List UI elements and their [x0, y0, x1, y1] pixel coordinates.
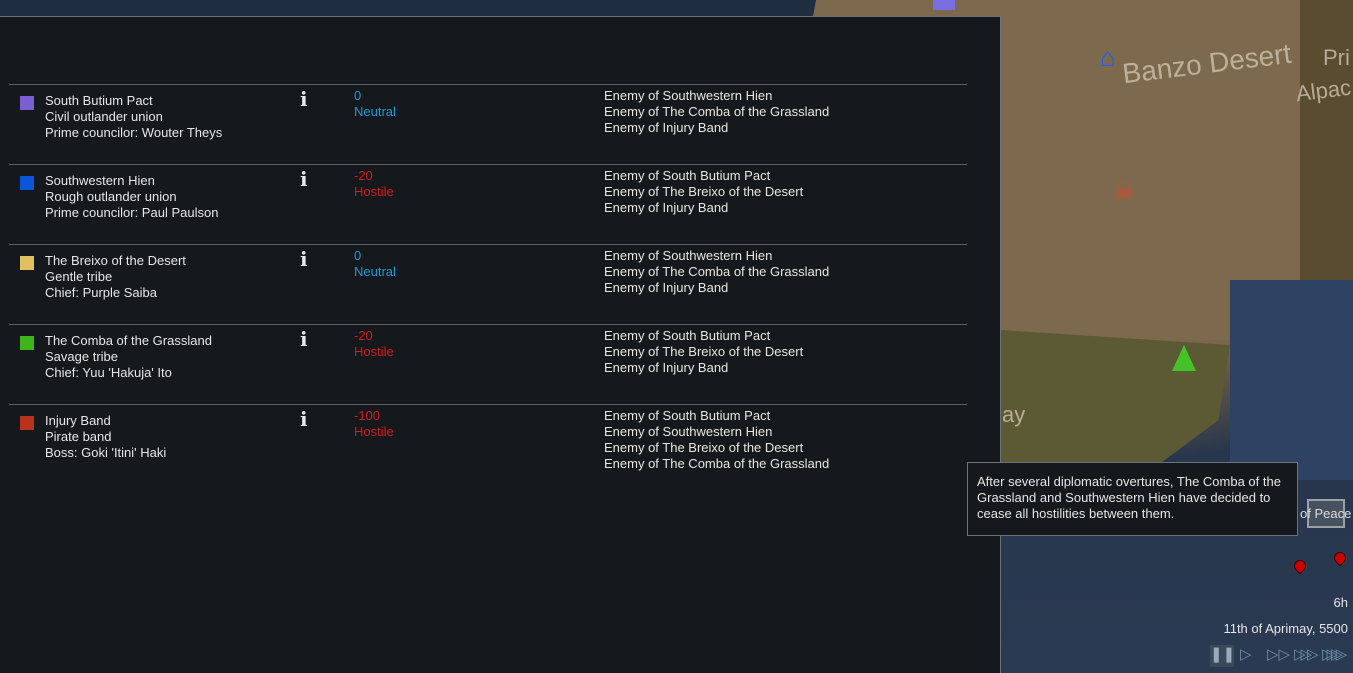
faction-type: Civil outlander union	[45, 109, 163, 124]
pause-button[interactable]: ❚❚	[1210, 645, 1235, 667]
sea-region	[1230, 280, 1353, 480]
relation-status: Neutral	[354, 104, 396, 119]
relation-status: Hostile	[354, 424, 394, 439]
faction-row: South Butium Pact Civil outlander union …	[9, 84, 967, 164]
faction-relation: Enemy of Injury Band	[604, 360, 729, 375]
faction-type: Rough outlander union	[45, 189, 177, 204]
goodwill-value: -20	[354, 168, 373, 183]
faction-relation: Enemy of Southwestern Hien	[604, 248, 773, 263]
faction-color-swatch	[20, 416, 34, 430]
relation-status: Hostile	[354, 184, 394, 199]
peace-treaty-icon[interactable]	[1307, 499, 1345, 528]
faction-relation: Enemy of Injury Band	[604, 120, 729, 135]
faction-row: The Comba of the Grassland Savage tribe …	[9, 324, 967, 404]
info-icon[interactable]: i	[300, 247, 308, 271]
faction-leader: Prime councilor: Paul Paulson	[45, 205, 219, 220]
relation-status: Hostile	[354, 344, 394, 359]
faction-relation: Enemy of The Breixo of the Desert	[604, 344, 804, 359]
tribe-tent-icon[interactable]	[1172, 345, 1196, 371]
relation-status: Neutral	[354, 264, 396, 279]
faction-type: Savage tribe	[45, 349, 118, 364]
faction-color-swatch	[20, 96, 34, 110]
faction-relation: Enemy of South Butium Pact	[604, 328, 771, 343]
forest-region	[1300, 0, 1353, 300]
goodwill-value: 0	[354, 88, 362, 103]
faction-relation: Enemy of South Butium Pact	[604, 408, 771, 423]
speed-fast-button[interactable]: ▷▷	[1267, 646, 1291, 663]
speed-superfast-button[interactable]: ▷▷▷	[1294, 646, 1319, 663]
faction-leader: Prime councilor: Wouter Theys	[45, 125, 223, 140]
faction-name: The Breixo of the Desert	[45, 253, 186, 268]
settlement-icon[interactable]	[933, 0, 955, 10]
faction-row: Southwestern Hien Rough outlander union …	[9, 164, 967, 244]
faction-name: South Butium Pact	[45, 93, 153, 108]
goodwill-value: -100	[354, 408, 381, 423]
faction-relation: Enemy of Southwestern Hien	[604, 424, 773, 439]
settlement-house-icon[interactable]: ⌂	[1100, 42, 1116, 72]
faction-relation: Enemy of The Comba of the Grassland	[604, 456, 830, 471]
faction-relation: Enemy of The Comba of the Grassland	[604, 104, 830, 119]
info-icon[interactable]: i	[300, 407, 308, 431]
peace-label: of Peace	[1300, 506, 1352, 521]
faction-row: Injury Band Pirate band Boss: Goki 'Itin…	[9, 404, 967, 484]
faction-relation: Enemy of The Breixo of the Desert	[604, 184, 804, 199]
faction-relation: Enemy of The Comba of the Grassland	[604, 264, 830, 279]
factions-panel: South Butium Pact Civil outlander union …	[0, 16, 1001, 673]
faction-leader: Chief: Yuu 'Hakuja' Ito	[45, 365, 172, 380]
tooltip: After several diplomatic overtures, The …	[967, 462, 1298, 536]
faction-row: The Breixo of the Desert Gentle tribe Ch…	[9, 244, 967, 324]
goodwill-value: 0	[354, 248, 362, 263]
faction-relation: Enemy of South Butium Pact	[604, 168, 771, 183]
faction-name: Southwestern Hien	[45, 173, 155, 188]
speed-ultrafast-button[interactable]: ▷▷▷▷	[1322, 646, 1347, 663]
faction-relation: Enemy of Injury Band	[604, 200, 729, 215]
faction-name: Injury Band	[45, 413, 111, 428]
faction-name: The Comba of the Grassland	[45, 333, 212, 348]
faction-color-swatch	[20, 256, 34, 270]
map-label: ay	[1002, 402, 1026, 427]
info-icon[interactable]: i	[300, 167, 308, 191]
date-readout: 11th of Aprimay, 5500	[1223, 621, 1348, 636]
faction-relation: Enemy of The Breixo of the Desert	[604, 440, 804, 455]
faction-type: Gentle tribe	[45, 269, 113, 284]
map-label: Pri	[1323, 45, 1350, 70]
faction-color-swatch	[20, 176, 34, 190]
time-of-day: 6h	[1333, 595, 1348, 610]
faction-relation: Enemy of Southwestern Hien	[604, 88, 773, 103]
goodwill-value: -20	[354, 328, 373, 343]
faction-type: Pirate band	[45, 429, 112, 444]
speed-normal-button[interactable]: ▷	[1240, 646, 1252, 663]
info-icon[interactable]: i	[300, 87, 308, 111]
faction-leader: Chief: Purple Saiba	[45, 285, 158, 300]
faction-color-swatch	[20, 336, 34, 350]
faction-leader: Boss: Goki 'Itini' Haki	[45, 445, 167, 460]
faction-relation: Enemy of Injury Band	[604, 280, 729, 295]
info-icon[interactable]: i	[300, 327, 308, 351]
pirate-skull-icon[interactable]: ☠	[1113, 179, 1135, 206]
